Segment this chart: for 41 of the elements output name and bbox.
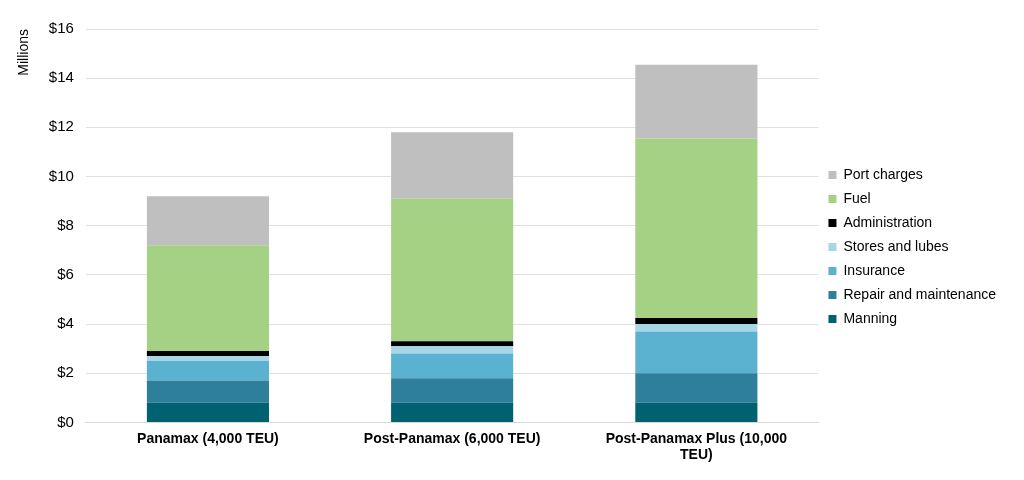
bar (635, 138, 758, 318)
legend-label: Manning (843, 309, 898, 326)
bar (146, 380, 269, 403)
legend-label: Repair and maintenance (843, 285, 997, 302)
y-tick-label: $16 (48, 19, 74, 37)
y-tick-label: $2 (57, 363, 74, 381)
bar (635, 373, 758, 403)
legend-label: Insurance (843, 261, 906, 278)
bar (146, 351, 269, 357)
bar (146, 356, 269, 361)
legend-label: Port charges (843, 165, 923, 182)
bar (391, 346, 514, 354)
y-tick-label: $8 (57, 215, 74, 233)
bar (635, 324, 758, 332)
bar (635, 331, 758, 374)
x-tick-label: Panamax (4,000 TEU) (137, 429, 279, 446)
y-tick-label: $0 (57, 412, 74, 430)
y-axis-title: Millions (15, 29, 32, 76)
bar (391, 132, 514, 199)
bar (391, 402, 514, 422)
legend-label: Fuel (843, 189, 871, 206)
bar (391, 353, 514, 379)
bar (391, 341, 514, 347)
y-tick-label: $10 (48, 166, 74, 184)
bar (146, 196, 269, 246)
legend-label: Stores and lubes (843, 237, 949, 254)
bar (391, 378, 514, 403)
bar (146, 245, 269, 352)
y-tick-label: $12 (48, 117, 74, 135)
x-tick-label: Post-Panamax (6,000 TEU) (363, 429, 541, 446)
x-tick-label: Post-Panamax Plus (10,000 TEU) (605, 429, 788, 463)
bar (391, 198, 514, 342)
y-tick-label: $14 (48, 68, 74, 86)
bar (146, 402, 269, 422)
bar (146, 360, 269, 381)
y-tick-label: $6 (57, 265, 74, 283)
bar (635, 64, 758, 139)
bar (635, 402, 758, 422)
y-tick-label: $4 (57, 314, 74, 332)
bar (635, 317, 758, 325)
legend-label: Administration (843, 213, 933, 230)
